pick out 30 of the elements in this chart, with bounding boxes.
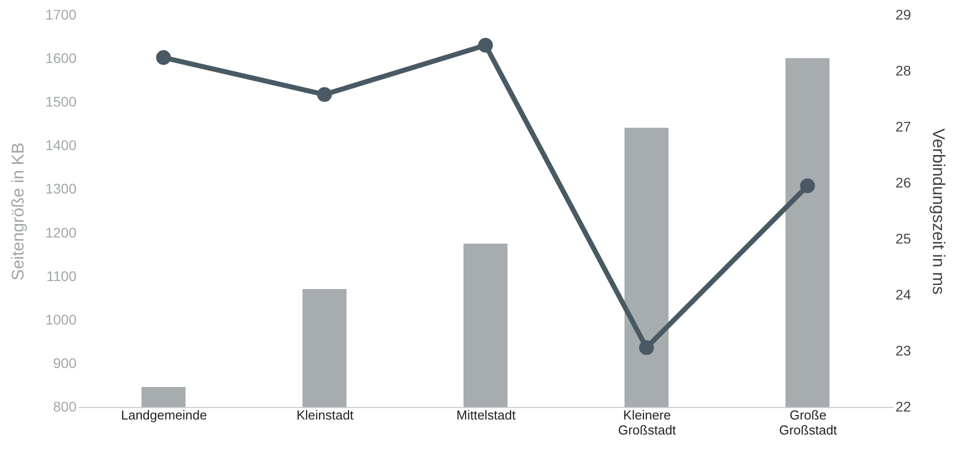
- x-tick-label: Kleinstadt: [296, 408, 354, 422]
- y-tick-label: 1000: [45, 311, 77, 328]
- x-tick-label: Landgemeinde: [120, 408, 208, 422]
- point: [156, 50, 171, 65]
- point: [639, 340, 654, 356]
- y2-tick-label: 22: [896, 398, 912, 414]
- y-axis-title: Seitengröße in KB: [8, 142, 28, 280]
- point: [478, 38, 493, 53]
- y2-tick-label: 29: [896, 6, 912, 22]
- y-tick-label: 1300: [45, 180, 77, 197]
- y2-tick-label: 27: [896, 118, 912, 134]
- y-tick-label: 1600: [45, 50, 77, 66]
- y2-tick-label: 25: [896, 230, 912, 246]
- y-tick-label: 800: [53, 398, 77, 414]
- y2-tick-label: 26: [896, 174, 912, 190]
- point: [800, 178, 815, 194]
- x-tick-label: Kleinere Großstadt: [618, 408, 676, 438]
- y2-axis-title: Verbindungszeit in ms: [929, 128, 948, 295]
- y-tick-label: 900: [53, 354, 77, 371]
- y-tick-label: 1100: [46, 268, 77, 284]
- y2-tick-label: 23: [896, 342, 912, 358]
- point: [317, 87, 332, 102]
- y-tick-label: 1500: [45, 94, 77, 110]
- y-tick-label: 1700: [45, 6, 77, 22]
- y2-tick-label: 28: [896, 62, 912, 78]
- y2-tick-label: 24: [896, 286, 912, 302]
- x-tick-label: Mittelstadt: [456, 408, 516, 422]
- y-tick-label: 1400: [45, 137, 77, 154]
- y-tick-label: 1200: [45, 224, 77, 240]
- x-tick-label: Große Großstadt: [779, 408, 838, 438]
